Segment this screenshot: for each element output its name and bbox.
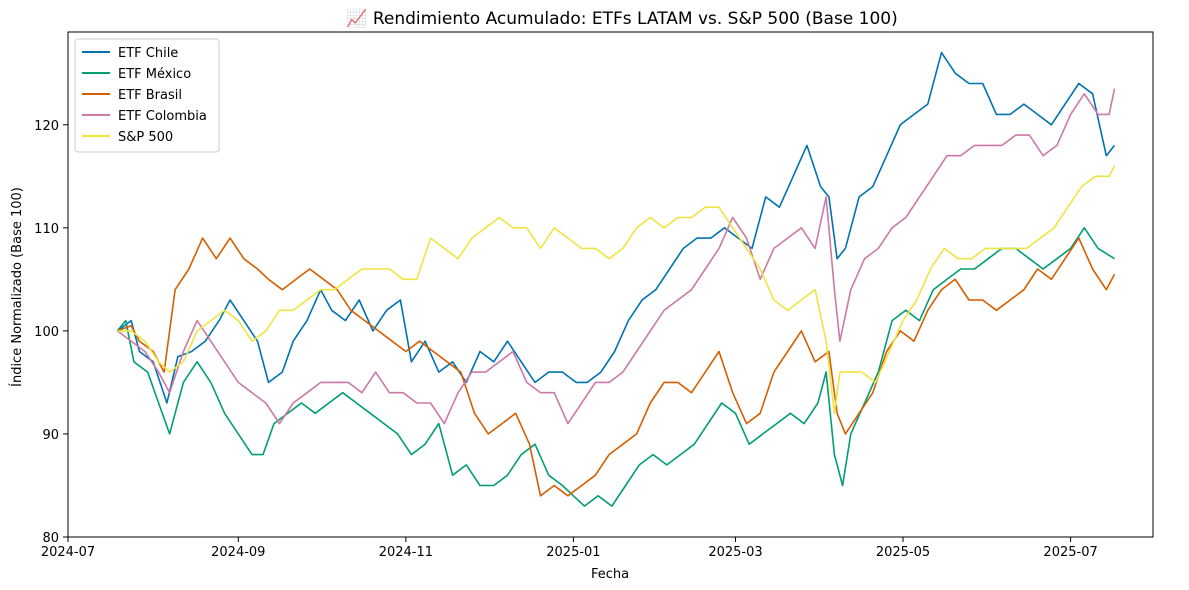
y-axis-label: Índice Normalizado (Base 100)	[9, 187, 25, 387]
x-tick-label: 2025-01	[546, 545, 600, 560]
x-tick-label: 2025-05	[876, 545, 930, 560]
x-tick-label: 2025-03	[708, 545, 762, 560]
y-tick-label: 80	[42, 531, 59, 546]
chart-title: 📈 Rendimiento Acumulado: ETFs LATAM vs. …	[346, 8, 898, 29]
y-tick-label: 100	[34, 325, 59, 340]
series-line-3	[116, 88, 1116, 425]
x-tick-label: 2024-09	[211, 545, 265, 560]
y-tick-label: 120	[34, 119, 59, 134]
y-axis: 80 90 100 110 120	[34, 119, 68, 546]
y-tick-label: 110	[34, 222, 59, 237]
x-axis: 2024-07 2024-09 2024-11 2025-01 2025-03 2025-…	[41, 537, 1098, 560]
legend-label: ETF Chile	[118, 46, 178, 61]
series-line-4	[117, 165, 1116, 415]
plot-frame	[67, 31, 1154, 538]
series-line-0	[116, 51, 1116, 404]
x-tick-label: 2024-11	[379, 545, 433, 560]
series-line-2	[117, 237, 1116, 497]
legend-label: ETF México	[118, 67, 191, 82]
legend-label: ETF Brasil	[118, 88, 182, 103]
legend-label: S&P 500	[118, 130, 173, 145]
x-axis-label: Fecha	[591, 567, 629, 582]
x-tick-label: 2025-07	[1043, 545, 1097, 560]
legend: ETF Chile ETF México ETF Brasil ETF Colombi…	[74, 38, 220, 153]
series-layer	[116, 51, 1116, 507]
legend-label: ETF Colombia	[118, 109, 207, 124]
legend-box	[74, 38, 220, 153]
series-line-1	[116, 227, 1115, 507]
x-tick-label: 2024-07	[41, 545, 95, 560]
y-tick-label: 90	[42, 428, 59, 443]
